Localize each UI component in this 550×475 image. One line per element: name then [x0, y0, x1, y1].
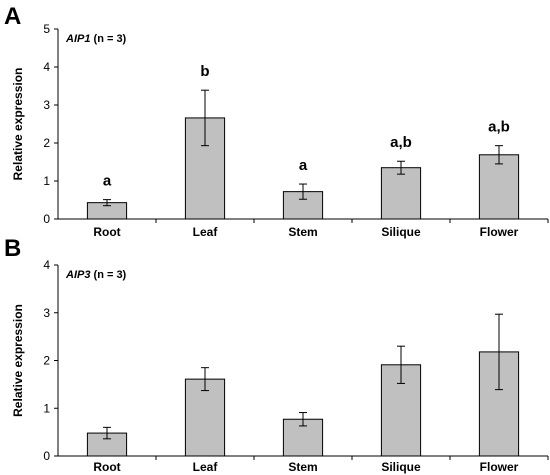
panel-letter: B: [4, 235, 21, 262]
sample-size: (n = 3): [90, 269, 126, 281]
x-tick-label: Silique: [381, 225, 421, 239]
y-tick-label: 0: [43, 449, 50, 463]
x-tick-label: Flower: [480, 225, 519, 239]
y-tick-label: 2: [43, 354, 50, 368]
x-tick-label: Root: [93, 460, 120, 474]
significance-label: a: [299, 157, 308, 174]
panel-letter: A: [4, 3, 21, 30]
gene-label: AIP1 (n = 3): [65, 33, 127, 45]
significance-label: a,b: [390, 134, 412, 151]
chart-panel-A: A 0 1 2 3 4 5 Relative expression AIP1 (n = 3) a R…: [4, 3, 549, 239]
gene-label: AIP3 (n = 3): [65, 269, 127, 281]
bar-flower: [478, 154, 520, 220]
gene-name: AIP3: [65, 269, 90, 281]
y-tick-label: 2: [43, 136, 50, 150]
y-tick-label: 3: [43, 306, 50, 320]
x-tick-label: Leaf: [193, 460, 219, 474]
bar-silique: [380, 167, 422, 220]
y-tick-label: 5: [43, 22, 50, 36]
x-tick-label: Stem: [288, 460, 317, 474]
x-tick-label: Leaf: [193, 225, 219, 239]
y-tick-label: 4: [43, 60, 50, 74]
y-tick-label: 3: [43, 98, 50, 112]
x-tick-label: Flower: [480, 460, 519, 474]
sample-size: (n = 3): [90, 33, 126, 45]
chart-panel-B: B 0 1 2 3 4 Relative expression AIP3 (n = 3) Roo…: [4, 235, 549, 474]
x-tick-label: Root: [93, 225, 120, 239]
significance-label: b: [200, 63, 209, 80]
significance-label: a,b: [488, 119, 510, 136]
y-tick-label: 1: [43, 401, 50, 415]
gene-name: AIP1: [65, 33, 90, 45]
y-axis-title: Relative expression: [11, 304, 25, 417]
y-tick-label: 1: [43, 174, 50, 188]
x-tick-label: Stem: [288, 225, 317, 239]
significance-label: a: [103, 173, 112, 190]
y-axis-title: Relative expression: [11, 68, 25, 181]
y-tick-label: 4: [43, 258, 50, 272]
y-tick-label: 0: [43, 212, 50, 226]
x-tick-label: Silique: [381, 460, 421, 474]
